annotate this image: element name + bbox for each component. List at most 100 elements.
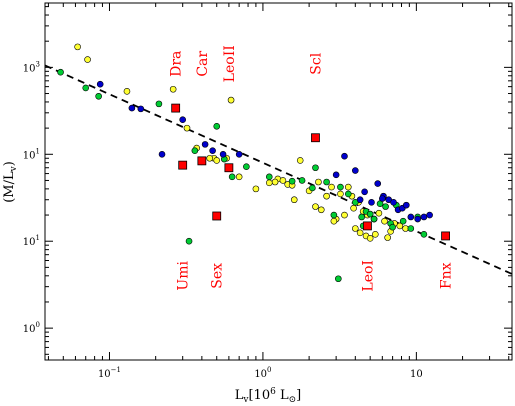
y-tick-label: 100 [23,321,40,335]
data-point-circle [389,223,396,231]
data-point-circle [252,185,260,193]
y-tick-label: 103 [23,60,40,74]
data-point-circle [420,213,428,221]
data-point-circle [420,231,428,238]
galaxy-label: LeoI [360,260,376,292]
data-point-circle [183,124,191,132]
data-point-circle [396,222,404,230]
data-point-circle [309,184,316,192]
galaxy-label: Scl [308,52,324,74]
data-point-circle [57,68,64,76]
fit-line [44,64,513,275]
x-tick-label: 100 [254,366,271,380]
data-point-circle [323,178,330,186]
data-point-circle [271,178,279,186]
data-point-square [212,211,222,221]
data-point-circle [390,199,397,206]
data-point-circle [382,203,389,210]
galaxy-label: Umi [176,261,192,291]
data-point-circle [219,150,227,158]
data-point-circle [379,195,386,202]
data-point-circle [213,157,221,164]
data-point-circle [344,183,352,191]
data-point-circle [265,173,273,181]
data-point-circle [337,183,344,191]
galaxy-label: Car [195,51,211,77]
y-tick-label: 101 [23,147,40,161]
data-point-circle [366,235,374,242]
data-point-circle [407,213,415,221]
data-point-circle [332,171,340,179]
data-point-square [441,231,450,241]
data-point-circle [323,192,330,200]
data-point-circle [372,231,379,238]
axis-tick-labels: 10−1 100 10 100 101 101 103 [23,60,423,380]
data-point-circle [366,210,374,218]
data-point-circle [191,147,199,154]
data-point-circle [328,183,335,191]
x-tick-label: 10−1 [98,366,121,380]
data-point-circle [312,203,319,210]
data-point-circle [352,225,359,232]
data-point-circle [335,275,342,283]
data-point-circle [82,84,90,92]
data-point-circle [361,188,368,196]
data-point-circle [356,196,364,204]
data-point-circle [381,217,388,225]
data-point-circle [296,157,304,164]
data-point-circle [243,163,250,170]
y-tick-label: 101 [23,234,40,248]
data-point-circle [84,56,91,63]
data-point-circle [317,206,325,214]
data-point-circle [96,80,104,88]
data-point-circle [399,217,407,225]
data-point-circle [169,85,177,93]
data-point-circle [179,116,186,123]
data-point-circle [356,229,364,237]
data-point-circle [95,92,102,100]
data-point-circle [330,211,338,219]
data-point-circle [209,147,216,154]
data-point-circle [375,209,383,217]
data-point-circle [330,217,338,225]
data-point-square [224,163,234,173]
data-point-circle [358,213,365,221]
data-point-circle [279,177,287,184]
data-point-circle [201,141,209,148]
data-point-circle [341,211,348,219]
x-tick-label: 10 [410,369,423,380]
data-point-circle [407,225,415,232]
galaxy-label: Dra [169,51,185,77]
data-point-circle [315,178,322,186]
data-point-circle [123,88,131,95]
x-axis-title: Lv[106 L⊙] [235,387,301,405]
data-point-square [171,103,181,113]
data-point-circle [74,43,81,51]
data-point-square [178,160,188,170]
galaxy-label: Fnx [439,262,455,289]
data-point-circle [352,167,359,174]
data-point-square [311,133,320,143]
data-point-circle [235,150,243,158]
data-point-circle [384,234,391,241]
data-point-circle [426,211,433,219]
data-point-circle [128,104,136,112]
data-point-circle [298,177,306,184]
data-point-circle [290,196,298,204]
data-point-circle [228,173,236,181]
galaxy-label: LeoII [222,45,238,82]
data-point-circle [344,190,352,198]
data-points [57,43,450,283]
data-point-circle [368,199,375,206]
data-point-circle [341,152,348,160]
y-axis-title: (M/Lv) [2,161,19,203]
data-point-circle [265,179,273,187]
galaxy-labels: Dra Car LeoII Scl Umi Sex LeoI Fnx [169,45,455,291]
data-point-circle [158,150,166,158]
data-point-circle [235,173,243,181]
data-point-circle [312,164,319,172]
plot-frame [44,2,513,361]
data-point-square [197,156,207,166]
data-point-circle [288,177,296,185]
